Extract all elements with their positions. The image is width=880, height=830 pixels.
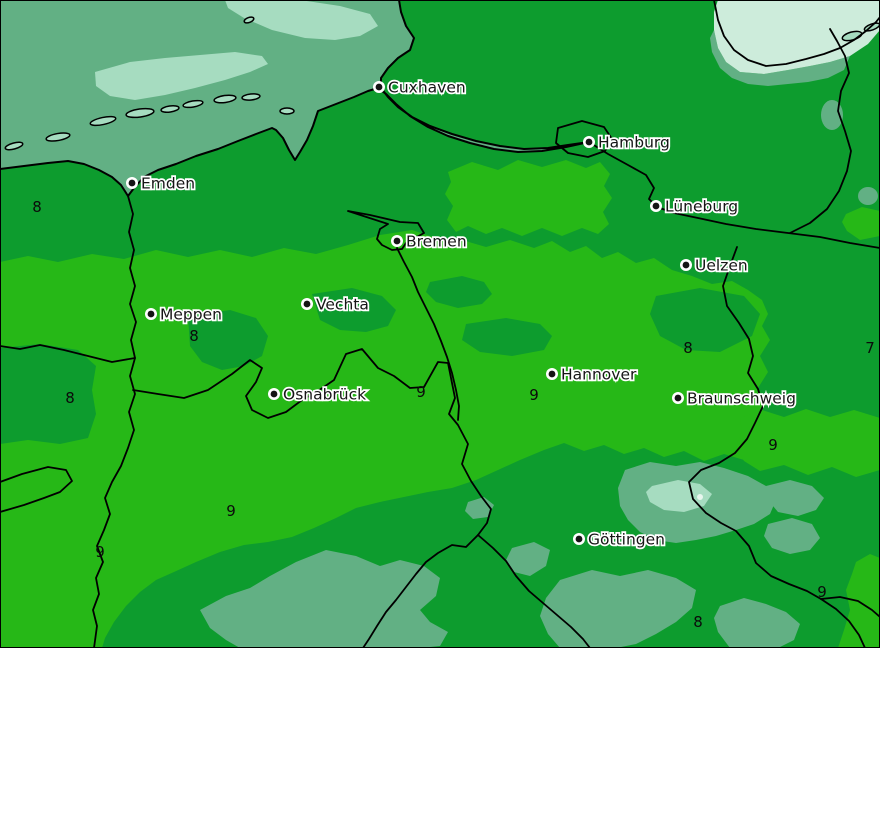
city-dot bbox=[682, 261, 690, 269]
city-label: Osnabrück bbox=[283, 386, 366, 404]
city-label: Uelzen bbox=[695, 257, 748, 275]
nrw-border bbox=[132, 348, 492, 648]
temp-value-label: 9 bbox=[95, 543, 105, 561]
city-dot bbox=[652, 202, 660, 210]
city-marker-lüneburg: Lüneburg bbox=[650, 196, 740, 217]
map-canvas: 8 8 8 9 9 8 7 9 9 9 9 8 Cuxhaven Hamburg Emden Lünebur… bbox=[0, 0, 880, 648]
city-marker-uelzen: Uelzen bbox=[680, 255, 749, 276]
map-footer: Temperatur in 2m (in °C) Mo, 23.02.2026 … bbox=[0, 648, 880, 830]
saxony-anhalt-border bbox=[688, 246, 866, 648]
temp-value-label: 8 bbox=[189, 327, 199, 345]
city-marker-braunschweig: Braunschweig bbox=[672, 388, 798, 409]
map-cool-patches bbox=[0, 276, 760, 444]
city-label: Cuxhaven bbox=[388, 79, 466, 97]
temp-value-label: 9 bbox=[768, 436, 778, 454]
temp-value-label: 7 bbox=[865, 339, 875, 357]
city-markers: Cuxhaven Hamburg Emden Lüneburg Bremen Uelzen… bbox=[126, 77, 798, 550]
city-label: Vechta bbox=[316, 296, 369, 314]
city-marker-hannover: Hannover bbox=[546, 364, 639, 385]
weser-river bbox=[396, 247, 460, 421]
baltic-coast bbox=[713, 0, 880, 67]
city-marker-bremen: Bremen bbox=[391, 231, 468, 252]
mecklenburg-border bbox=[789, 28, 852, 234]
hamburg-state-border bbox=[555, 120, 613, 158]
temp-value-label: 9 bbox=[416, 383, 426, 401]
city-dot bbox=[575, 535, 583, 543]
wadden-mint-band bbox=[95, 0, 378, 100]
city-marker-göttingen: Göttingen bbox=[573, 529, 667, 550]
bremen-state-border bbox=[347, 210, 425, 251]
temp-value-label: 8 bbox=[693, 613, 703, 631]
temperature-map: 8 8 8 9 9 8 7 9 9 9 9 8 Cuxhaven Hamburg Emden Lünebur… bbox=[0, 0, 880, 648]
city-dot bbox=[270, 390, 278, 398]
city-label: Lüneburg bbox=[665, 198, 738, 216]
city-label: Hannover bbox=[561, 366, 637, 384]
city-dot bbox=[548, 370, 556, 378]
temp-value-label: 9 bbox=[529, 386, 539, 404]
city-label: Bremen bbox=[406, 233, 467, 251]
city-marker-vechta: Vechta bbox=[301, 294, 371, 315]
city-dot bbox=[674, 394, 682, 402]
temp-value-label: 9 bbox=[226, 502, 236, 520]
city-dot bbox=[393, 237, 401, 245]
city-dot bbox=[128, 179, 136, 187]
borders-and-rivers bbox=[0, 0, 880, 648]
city-dot bbox=[585, 138, 593, 146]
city-marker-osnabrück: Osnabrück bbox=[268, 384, 368, 405]
city-marker-cuxhaven: Cuxhaven bbox=[373, 77, 467, 98]
temp-value-label: 8 bbox=[65, 389, 75, 407]
city-label: Hamburg bbox=[598, 134, 670, 152]
city-dot bbox=[147, 310, 155, 318]
dutch-border bbox=[92, 195, 137, 648]
temperature-value-labels: 8 8 8 9 9 8 7 9 9 9 9 8 bbox=[32, 198, 875, 631]
city-label: Meppen bbox=[160, 306, 222, 324]
map-cold-patches bbox=[200, 100, 878, 648]
city-marker-hamburg: Hamburg bbox=[583, 132, 672, 153]
city-label: Göttingen bbox=[588, 531, 665, 549]
temp-value-label: 8 bbox=[683, 339, 693, 357]
harz-mint-core bbox=[646, 480, 712, 512]
east-frisian-islands bbox=[4, 16, 880, 151]
city-dot bbox=[303, 300, 311, 308]
city-dot bbox=[375, 83, 383, 91]
city-marker-emden: Emden bbox=[126, 173, 197, 194]
schleswig-holstein-cold-patch bbox=[710, 0, 880, 86]
city-label: Braunschweig bbox=[687, 390, 796, 408]
temp-value-label: 8 bbox=[32, 198, 42, 216]
temp-value-label: 9 bbox=[817, 583, 827, 601]
elbe-river bbox=[588, 141, 880, 249]
city-label: Emden bbox=[141, 175, 195, 193]
city-marker-meppen: Meppen bbox=[145, 304, 224, 325]
